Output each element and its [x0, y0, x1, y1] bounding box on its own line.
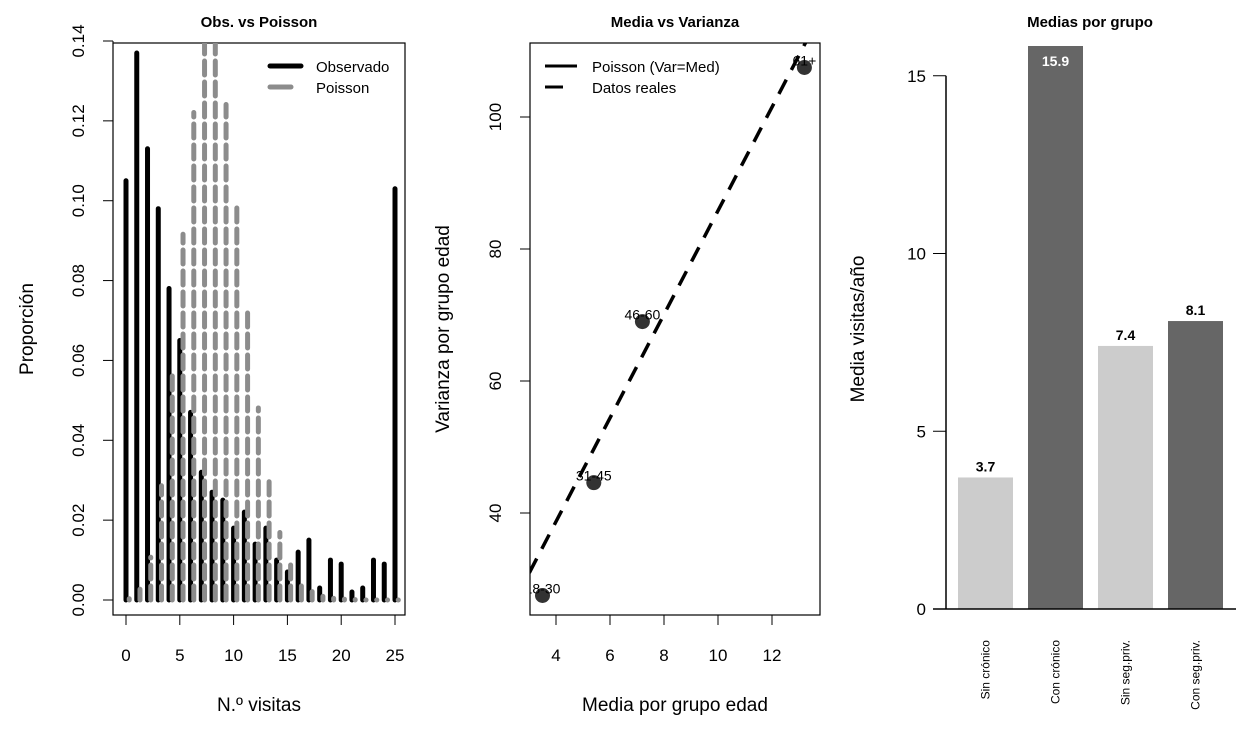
panel2-ylabel: Varianza por grupo edad	[433, 225, 454, 433]
panel-obs-vs-poisson: Obs. vs Poisson 0 5 10 15 20 25 0.00 0.02 0.04 0.…	[17, 14, 406, 716]
legend-label-poisson-line: Poisson (Var=Med)	[592, 59, 720, 76]
y-tick-label: 0.10	[69, 184, 88, 217]
value-label: 3.7	[976, 458, 996, 474]
data-point	[634, 314, 650, 330]
panel2-xlabel: Media por grupo edad	[582, 695, 768, 716]
y-tick-label: 0.08	[69, 264, 88, 297]
panel3-ylabel: Media visitas/año	[848, 256, 869, 403]
point-label: 18-30	[525, 581, 561, 597]
x-tick-label: 20	[332, 646, 351, 665]
y-tick-label: 0	[917, 600, 926, 619]
y-tick-label: 60	[486, 372, 505, 391]
value-label: 15.9	[1042, 53, 1069, 69]
bar-0	[958, 477, 1013, 609]
y-tick-label: 0.14	[69, 24, 88, 57]
y-tick-label: 10	[907, 245, 926, 264]
panel2-title: Media vs Varianza	[611, 14, 740, 31]
category-label: Con seg.priv.	[1189, 640, 1203, 710]
y-tick-label: 0.04	[69, 424, 88, 457]
x-tick-label: 8	[659, 646, 668, 665]
bar-2	[1098, 345, 1153, 609]
x-tick-label: 12	[763, 646, 782, 665]
y-tick-label: 100	[486, 103, 505, 131]
point-label: 61+	[793, 53, 817, 69]
y-tick-label: 40	[486, 504, 505, 523]
panel3-title: Medias por grupo	[1027, 14, 1153, 31]
point-label: 46-60	[624, 307, 660, 323]
x-tick-label: 25	[386, 646, 405, 665]
y-tick-label: 0.06	[69, 344, 88, 377]
y-tick-label: 0.00	[69, 583, 88, 616]
x-tick-label: 5	[175, 646, 184, 665]
y-tick-label: 15	[907, 67, 926, 86]
y-tick-label: 0.12	[69, 104, 88, 137]
value-label: 7.4	[1116, 327, 1136, 343]
y-tick-label: 80	[486, 240, 505, 259]
data-point	[535, 588, 550, 603]
legend-label-observado: Observado	[316, 59, 389, 76]
panel-media-vs-varianza: Media vs Varianza 18-30 31-45 46-60 61+ 4 6 8…	[433, 14, 821, 716]
panel2-frame	[529, 42, 821, 616]
x-tick-label: 0	[121, 646, 130, 665]
panel1-legend: Observado Poisson	[267, 59, 389, 97]
category-label: Sin seg.priv.	[1119, 640, 1133, 705]
data-point	[796, 60, 812, 75]
x-tick-label: 4	[551, 646, 560, 665]
x-tick-label: 10	[224, 646, 243, 665]
x-tick-label: 10	[709, 646, 728, 665]
x-tick-label: 6	[605, 646, 614, 665]
panel2-legend: Poisson (Var=Med) Datos reales	[545, 59, 720, 97]
y-tick-label: 0.02	[69, 504, 88, 537]
bar-1	[1028, 46, 1083, 609]
legend-label-datos-reales: Datos reales	[592, 80, 676, 97]
legend-label-poisson: Poisson	[316, 80, 369, 97]
panel-medias-por-grupo: Medias por grupo 3.7 Sin crónico 15.9 Con c…	[848, 14, 1236, 710]
category-label: Con crónico	[1049, 640, 1063, 704]
x-tick-label: 15	[278, 646, 297, 665]
line-datos-reales	[530, 43, 808, 576]
y-tick-label: 5	[917, 422, 926, 441]
panel1-ylabel: Proporción	[17, 283, 38, 375]
value-label: 8.1	[1186, 302, 1206, 318]
category-label: Sin crónico	[979, 640, 993, 700]
data-point	[586, 475, 602, 491]
bar-3	[1168, 321, 1223, 609]
panel1-title: Obs. vs Poisson	[201, 14, 318, 31]
point-label: 31-45	[576, 468, 612, 484]
panel1-xlabel: N.º visitas	[217, 695, 301, 716]
